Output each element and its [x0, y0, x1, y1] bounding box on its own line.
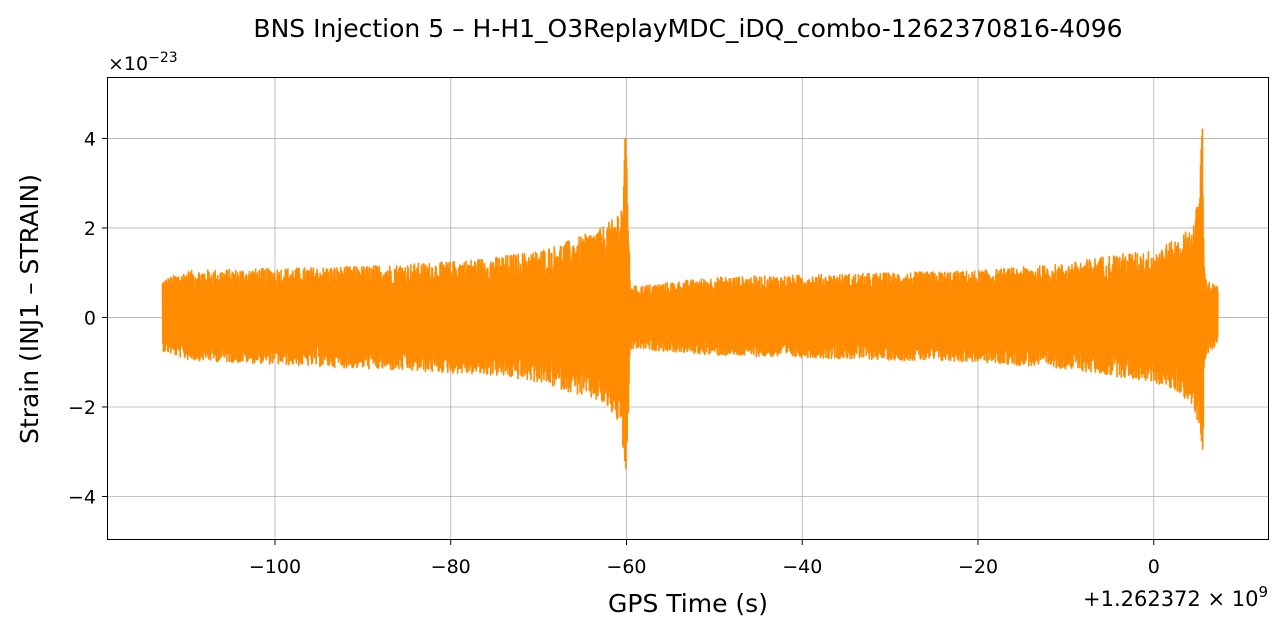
y-tick-label: −4 — [68, 486, 96, 508]
y-axis-label: Strain (INJ1 – STRAIN) — [15, 174, 44, 444]
y-tick-label: 4 — [84, 128, 96, 150]
x-axis-ticks: −100 −80 −60 −40 −20 0 — [249, 539, 1160, 578]
y-scale-exponent: −23 — [148, 50, 178, 66]
x-offset-label: +1.262372 × 109 — [1083, 583, 1268, 611]
y-tick-label: 0 — [84, 307, 96, 329]
x-tick-label: −20 — [958, 556, 998, 578]
x-tick-label: 0 — [1148, 556, 1160, 578]
y-scale-label: ×10−23 — [108, 50, 178, 75]
x-axis-label: GPS Time (s) — [608, 589, 768, 618]
x-tick-label: −60 — [606, 556, 646, 578]
y-tick-label: −2 — [68, 397, 96, 419]
y-tick-label: 2 — [84, 218, 96, 240]
plot-area — [161, 128, 1219, 470]
x-tick-label: −100 — [249, 556, 301, 578]
y-scale-base: ×10 — [108, 53, 148, 75]
x-offset-base: +1.262372 × 10 — [1083, 587, 1258, 611]
chart-title: BNS Injection 5 – H-H1_O3ReplayMDC_iDQ_c… — [253, 14, 1122, 43]
x-tick-label: −40 — [782, 556, 822, 578]
x-offset-exponent: 9 — [1258, 583, 1268, 601]
strain-series-line — [161, 128, 1219, 470]
x-tick-label: −80 — [431, 556, 471, 578]
y-axis-ticks: −4 −2 0 2 4 — [68, 128, 108, 508]
axes-frame — [107, 77, 1269, 540]
